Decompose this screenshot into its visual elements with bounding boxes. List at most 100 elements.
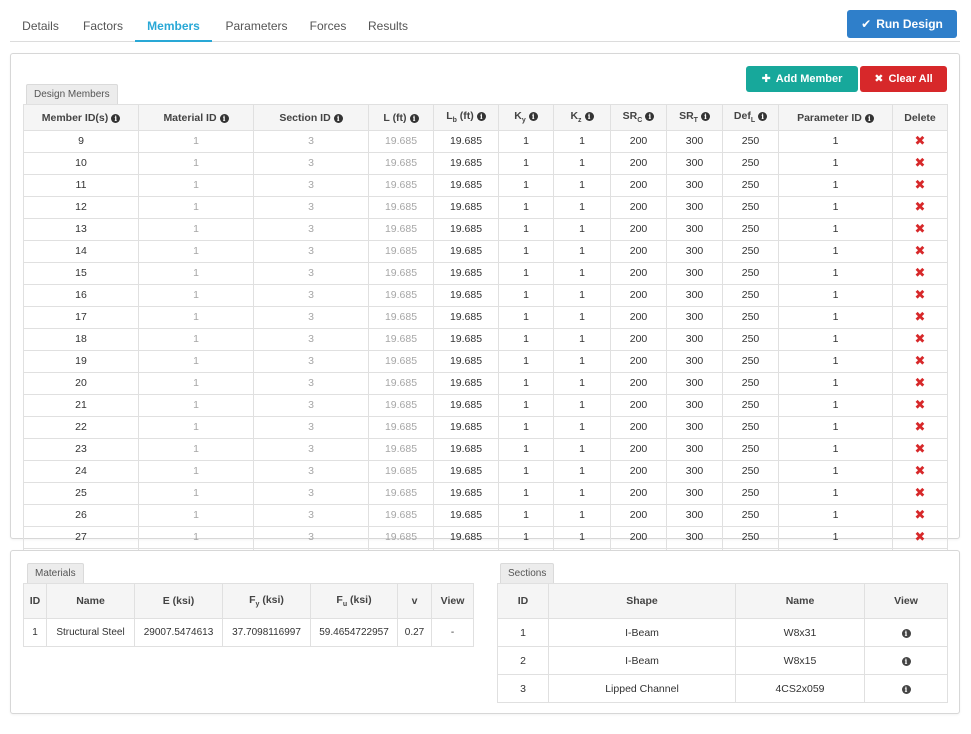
defl-cell[interactable]: 250 (722, 482, 779, 505)
kz-cell[interactable]: 1 (553, 416, 611, 439)
member-id-cell[interactable]: 12 (23, 196, 139, 219)
src-cell[interactable]: 200 (610, 504, 667, 527)
kz-cell[interactable]: 1 (553, 438, 611, 461)
material-id-cell[interactable]: 1 (138, 504, 254, 527)
length-cell[interactable]: 19.685 (368, 438, 434, 461)
length-cell[interactable]: 19.685 (368, 460, 434, 483)
length-cell[interactable]: 19.685 (368, 350, 434, 373)
ky-cell[interactable]: 1 (498, 152, 554, 175)
parameter-id-cell[interactable]: 1 (778, 372, 893, 395)
delete-icon[interactable]: ✖ (914, 133, 926, 148)
src-cell[interactable]: 200 (610, 416, 667, 439)
lb-cell[interactable]: 19.685 (433, 306, 499, 329)
section-id-cell[interactable]: 3 (253, 130, 369, 153)
length-cell[interactable]: 19.685 (368, 196, 434, 219)
section-id-cell[interactable]: 3 (253, 504, 369, 527)
defl-cell[interactable]: 250 (722, 416, 779, 439)
delete-icon[interactable]: ✖ (914, 309, 926, 324)
kz-cell[interactable]: 1 (553, 284, 611, 307)
lb-cell[interactable]: 19.685 (433, 240, 499, 263)
member-id-cell[interactable]: 16 (23, 284, 139, 307)
kz-cell[interactable]: 1 (553, 504, 611, 527)
lb-cell[interactable]: 19.685 (433, 328, 499, 351)
member-id-cell[interactable]: 18 (23, 328, 139, 351)
ky-cell[interactable]: 1 (498, 130, 554, 153)
tab-details[interactable]: Details (22, 19, 59, 33)
srt-cell[interactable]: 300 (666, 152, 723, 175)
defl-cell[interactable]: 250 (722, 218, 779, 241)
kz-cell[interactable]: 1 (553, 130, 611, 153)
delete-icon[interactable]: ✖ (914, 419, 926, 434)
defl-cell[interactable]: 250 (722, 328, 779, 351)
src-cell[interactable]: 200 (610, 240, 667, 263)
section-id-cell[interactable]: 3 (253, 196, 369, 219)
parameter-id-cell[interactable]: 1 (778, 196, 893, 219)
kz-cell[interactable]: 1 (553, 526, 611, 549)
material-id-cell[interactable]: 1 (138, 130, 254, 153)
member-id-cell[interactable]: 22 (23, 416, 139, 439)
srt-cell[interactable]: 300 (666, 174, 723, 197)
srt-cell[interactable]: 300 (666, 262, 723, 285)
src-cell[interactable]: 200 (610, 438, 667, 461)
kz-cell[interactable]: 1 (553, 460, 611, 483)
info-icon[interactable]: i (901, 628, 911, 638)
member-id-cell[interactable]: 25 (23, 482, 139, 505)
ky-cell[interactable]: 1 (498, 372, 554, 395)
kz-cell[interactable]: 1 (553, 174, 611, 197)
lb-cell[interactable]: 19.685 (433, 196, 499, 219)
length-cell[interactable]: 19.685 (368, 130, 434, 153)
section-id-cell[interactable]: 3 (253, 416, 369, 439)
section-id-cell[interactable]: 3 (253, 152, 369, 175)
lb-cell[interactable]: 19.685 (433, 130, 499, 153)
delete-icon[interactable]: ✖ (914, 221, 926, 236)
srt-cell[interactable]: 300 (666, 504, 723, 527)
delete-icon[interactable]: ✖ (914, 375, 926, 390)
add-member-button[interactable]: ✚ Add Member (746, 66, 858, 92)
kz-cell[interactable]: 1 (553, 262, 611, 285)
ky-cell[interactable]: 1 (498, 174, 554, 197)
lb-cell[interactable]: 19.685 (433, 504, 499, 527)
src-cell[interactable]: 200 (610, 218, 667, 241)
lb-cell[interactable]: 19.685 (433, 526, 499, 549)
srt-cell[interactable]: 300 (666, 218, 723, 241)
lb-cell[interactable]: 19.685 (433, 394, 499, 417)
srt-cell[interactable]: 300 (666, 460, 723, 483)
kz-cell[interactable]: 1 (553, 394, 611, 417)
member-id-cell[interactable]: 23 (23, 438, 139, 461)
delete-icon[interactable]: ✖ (914, 463, 926, 478)
parameter-id-cell[interactable]: 1 (778, 174, 893, 197)
ky-cell[interactable]: 1 (498, 328, 554, 351)
material-id-cell[interactable]: 1 (138, 196, 254, 219)
defl-cell[interactable]: 250 (722, 372, 779, 395)
lb-cell[interactable]: 19.685 (433, 218, 499, 241)
tab-results[interactable]: Results (367, 19, 408, 33)
info-icon[interactable]: i (901, 684, 911, 694)
kz-cell[interactable]: 1 (553, 152, 611, 175)
defl-cell[interactable]: 250 (722, 438, 779, 461)
srt-cell[interactable]: 300 (666, 130, 723, 153)
kz-cell[interactable]: 1 (553, 196, 611, 219)
material-id-cell[interactable]: 1 (138, 328, 254, 351)
member-id-cell[interactable]: 21 (23, 394, 139, 417)
srt-cell[interactable]: 300 (666, 240, 723, 263)
material-id-cell[interactable]: 1 (138, 218, 254, 241)
info-icon[interactable]: i (528, 112, 538, 122)
ky-cell[interactable]: 1 (498, 218, 554, 241)
member-id-cell[interactable]: 20 (23, 372, 139, 395)
src-cell[interactable]: 200 (610, 482, 667, 505)
ky-cell[interactable]: 1 (498, 306, 554, 329)
defl-cell[interactable]: 250 (722, 306, 779, 329)
tab-factors[interactable]: Factors (82, 19, 123, 33)
length-cell[interactable]: 19.685 (368, 306, 434, 329)
ky-cell[interactable]: 1 (498, 196, 554, 219)
ky-cell[interactable]: 1 (498, 438, 554, 461)
ky-cell[interactable]: 1 (498, 460, 554, 483)
kz-cell[interactable]: 1 (553, 350, 611, 373)
delete-icon[interactable]: ✖ (914, 331, 926, 346)
member-id-cell[interactable]: 19 (23, 350, 139, 373)
defl-cell[interactable]: 250 (722, 240, 779, 263)
lb-cell[interactable]: 19.685 (433, 482, 499, 505)
delete-icon[interactable]: ✖ (914, 155, 926, 170)
material-id-cell[interactable]: 1 (138, 372, 254, 395)
defl-cell[interactable]: 250 (722, 130, 779, 153)
